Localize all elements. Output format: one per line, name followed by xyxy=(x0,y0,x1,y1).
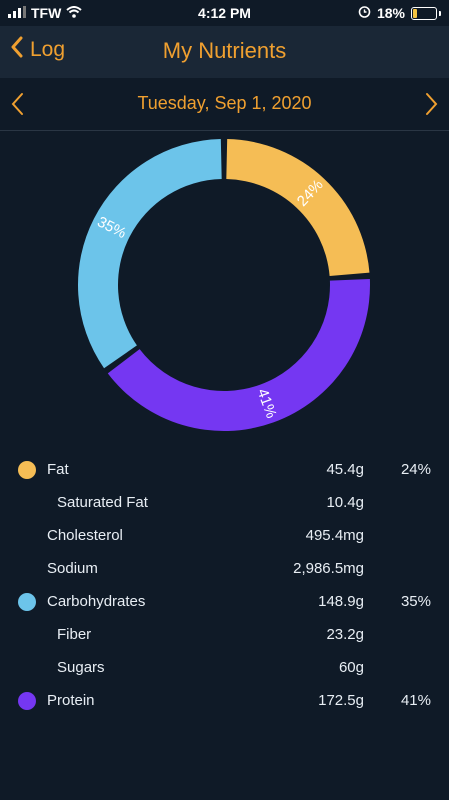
nutrient-amount: 495.4mg xyxy=(305,527,364,544)
nutrient-row: Fat 45.4g 24% xyxy=(0,453,449,486)
nutrient-name: Saturated Fat xyxy=(57,494,148,511)
nutrient-color-dot xyxy=(18,692,36,710)
nutrient-amount: 148.9g xyxy=(318,593,364,610)
nutrient-amount: 60g xyxy=(338,659,364,676)
alarm-icon xyxy=(358,5,371,21)
nutrient-row: Cholesterol 495.4mg xyxy=(0,519,449,552)
nutrient-percent: 41% xyxy=(400,692,431,709)
nutrient-row: Protein 172.5g 41% xyxy=(0,684,449,717)
nutrient-name: Cholesterol xyxy=(47,527,123,544)
date-title[interactable]: Tuesday, Sep 1, 2020 xyxy=(137,93,312,113)
nutrient-percent: 24% xyxy=(400,461,431,478)
status-bar: TFW 4:12 PM 18% xyxy=(0,0,449,26)
signal-icon xyxy=(8,5,26,21)
donut-slice xyxy=(226,139,370,277)
page-title: My Nutrients xyxy=(162,38,287,63)
chevron-left-icon xyxy=(11,93,23,115)
nutrient-name: Protein xyxy=(47,692,95,709)
battery-tip xyxy=(439,10,441,16)
nutrient-row: Sodium 2,986.5mg xyxy=(0,552,449,585)
back-label: Log xyxy=(30,38,66,61)
nav-bar: Log My Nutrients xyxy=(0,26,449,78)
status-right: 18% xyxy=(358,5,441,21)
status-left: TFW xyxy=(8,5,82,21)
nutrient-list: Fat 45.4g 24% Saturated Fat 10.4g Cholesterol… xyxy=(0,453,449,717)
nutrient-name: Fat xyxy=(47,461,69,478)
nutrient-amount: 23.2g xyxy=(326,626,364,643)
nutrient-percent: 35% xyxy=(400,593,431,610)
date-bar: Tuesday, Sep 1, 2020 xyxy=(0,78,449,131)
donut-slice xyxy=(107,279,371,431)
battery-icon xyxy=(411,6,437,20)
battery-percent: 18% xyxy=(376,5,405,21)
nutrient-color-dot xyxy=(18,461,36,479)
donut-slice xyxy=(78,139,222,369)
nutrient-donut-chart: 24%41%35% xyxy=(78,139,371,431)
carrier-label: TFW xyxy=(31,5,62,21)
nutrient-row: Saturated Fat 10.4g xyxy=(0,486,449,519)
nutrient-amount: 2,986.5mg xyxy=(293,560,364,577)
status-time: 4:12 PM xyxy=(198,5,251,21)
chevron-left-icon xyxy=(10,36,24,64)
nutrient-row: Sugars 60g xyxy=(0,651,449,684)
nutrient-amount: 45.4g xyxy=(326,461,364,478)
nutrient-row: Fiber 23.2g xyxy=(0,618,449,651)
nutrient-color-dot xyxy=(18,593,36,611)
nutrient-name: Carbohydrates xyxy=(47,593,146,610)
nutrient-name: Sugars xyxy=(57,659,105,676)
nutrient-amount: 172.5g xyxy=(318,692,364,709)
back-button[interactable]: Log xyxy=(10,36,65,64)
battery-level xyxy=(413,8,418,18)
next-day-button[interactable] xyxy=(421,92,441,116)
previous-day-button[interactable] xyxy=(8,92,28,116)
wifi-icon xyxy=(66,5,82,21)
chevron-right-icon xyxy=(426,93,438,115)
nutrient-name: Fiber xyxy=(57,626,92,643)
nutrient-amount: 10.4g xyxy=(326,494,364,511)
nutrient-row: Carbohydrates 148.9g 35% xyxy=(0,585,449,618)
nutrient-name: Sodium xyxy=(47,560,98,577)
